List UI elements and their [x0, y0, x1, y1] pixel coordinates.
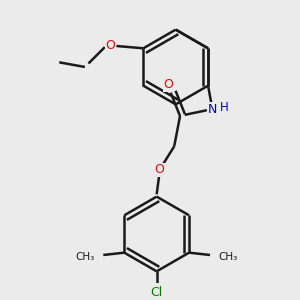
Text: O: O	[154, 163, 164, 176]
Text: O: O	[164, 78, 173, 91]
Text: CH₃: CH₃	[218, 252, 238, 262]
Text: H: H	[220, 101, 229, 114]
Text: O: O	[106, 40, 116, 52]
Text: Cl: Cl	[151, 286, 163, 299]
Text: N: N	[208, 103, 218, 116]
Text: CH₃: CH₃	[76, 252, 95, 262]
